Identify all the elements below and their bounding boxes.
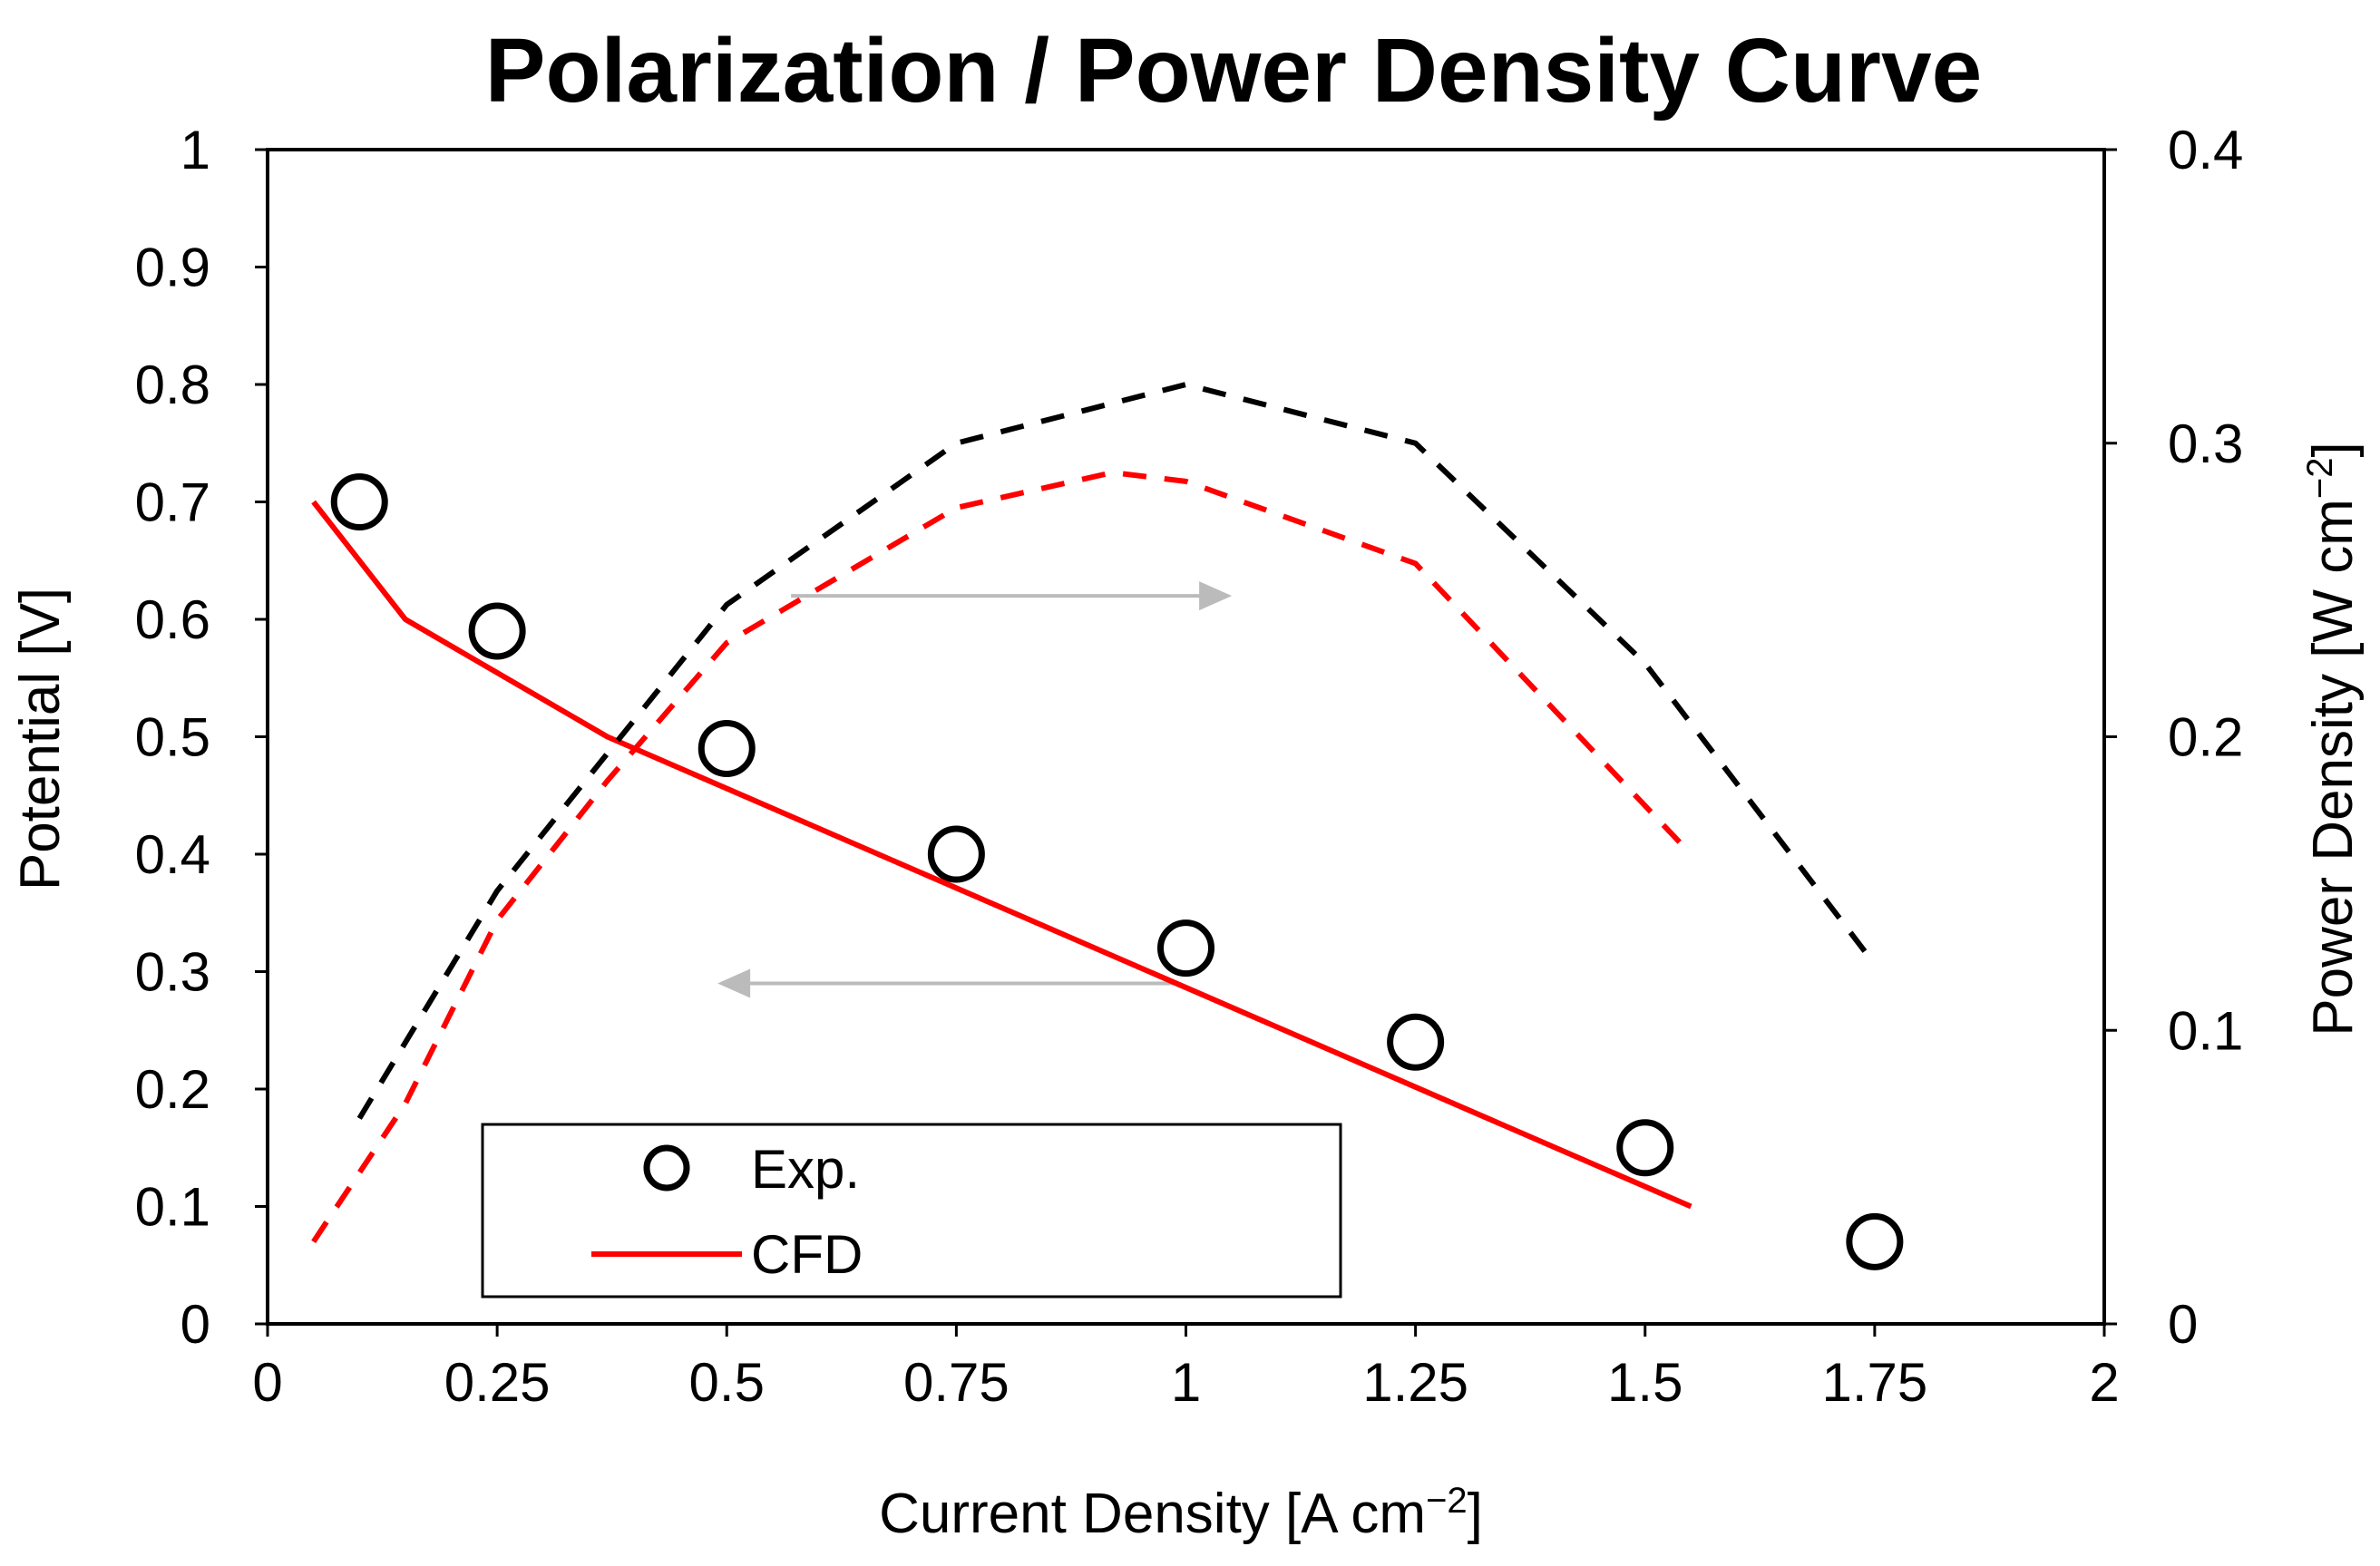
x-axis-label: Current Density [A cm−2]: [879, 1481, 1483, 1545]
y2-axis-label: Power Density [W cm−2]: [2300, 442, 2365, 1036]
x-tick-label: 1.75: [1821, 1352, 1927, 1413]
y-tick-label: 0.1: [135, 1177, 210, 1238]
x-tick-label: 1: [1171, 1352, 1201, 1413]
arrow-head-1: [1199, 581, 1233, 611]
y2-tick-label: 0.3: [2168, 413, 2243, 474]
legend-exp-label: Exp.: [751, 1139, 860, 1200]
y2-tick-label: 0.2: [2168, 707, 2243, 768]
y2-tick-label: 0.1: [2168, 1000, 2243, 1061]
svg-text:Potential [V]: Potential [V]: [9, 588, 72, 890]
y-tick-label: 1: [180, 120, 210, 180]
exp-point: [697, 719, 756, 777]
y-tick-label: 0.2: [135, 1059, 210, 1120]
legend-exp-marker: [643, 1144, 690, 1192]
legend-cfd-label: CFD: [751, 1224, 863, 1285]
x-tick-label: 0.25: [444, 1352, 551, 1413]
x-tick-label: 1.5: [1607, 1352, 1683, 1413]
x-tick-label: 2: [2089, 1352, 2119, 1413]
legend: Exp. CFD: [481, 1123, 1342, 1299]
cfd-line: [311, 500, 1692, 1210]
y-tick-label: 0.6: [135, 589, 210, 650]
y2-tick-label: 0.4: [2168, 120, 2243, 180]
legend-box: [481, 1123, 1342, 1299]
cfd-power-density-line: [311, 470, 1693, 1244]
y-tick-label: 0.4: [135, 824, 210, 885]
x-tick-label: 0.75: [903, 1352, 1010, 1413]
exp-point: [927, 825, 985, 883]
x-tick-label: 1.25: [1362, 1352, 1468, 1413]
svg-text:Power Density [W cm−2]: Power Density [W cm−2]: [2300, 442, 2365, 1036]
y-tick-label: 0.9: [135, 238, 210, 298]
y-tick-label: 0.5: [135, 707, 210, 768]
exp-point: [1387, 1013, 1445, 1071]
y-tick-label: 0.8: [135, 355, 210, 415]
y-tick-label: 0: [180, 1294, 210, 1355]
exp-point: [1157, 919, 1214, 978]
chart-title: Polarization / Power Density Curve: [485, 20, 1982, 122]
exp-point: [330, 473, 388, 530]
plot-frame: [266, 148, 2106, 1326]
arrow-head-2: [717, 968, 751, 998]
y2-tick-label: 0: [2168, 1294, 2198, 1355]
x-tick-label: 0.5: [689, 1352, 765, 1413]
exp-power-density-line: [356, 382, 1878, 1120]
y-tick-label: 0.3: [135, 942, 210, 1003]
exp-point: [468, 602, 526, 660]
y-axis-label: Potential [V]: [9, 588, 72, 890]
x-tick-label: 0: [252, 1352, 282, 1413]
y-tick-label: 0.7: [135, 472, 210, 533]
exp-point: [1846, 1212, 1904, 1270]
exp-point: [1616, 1119, 1674, 1177]
